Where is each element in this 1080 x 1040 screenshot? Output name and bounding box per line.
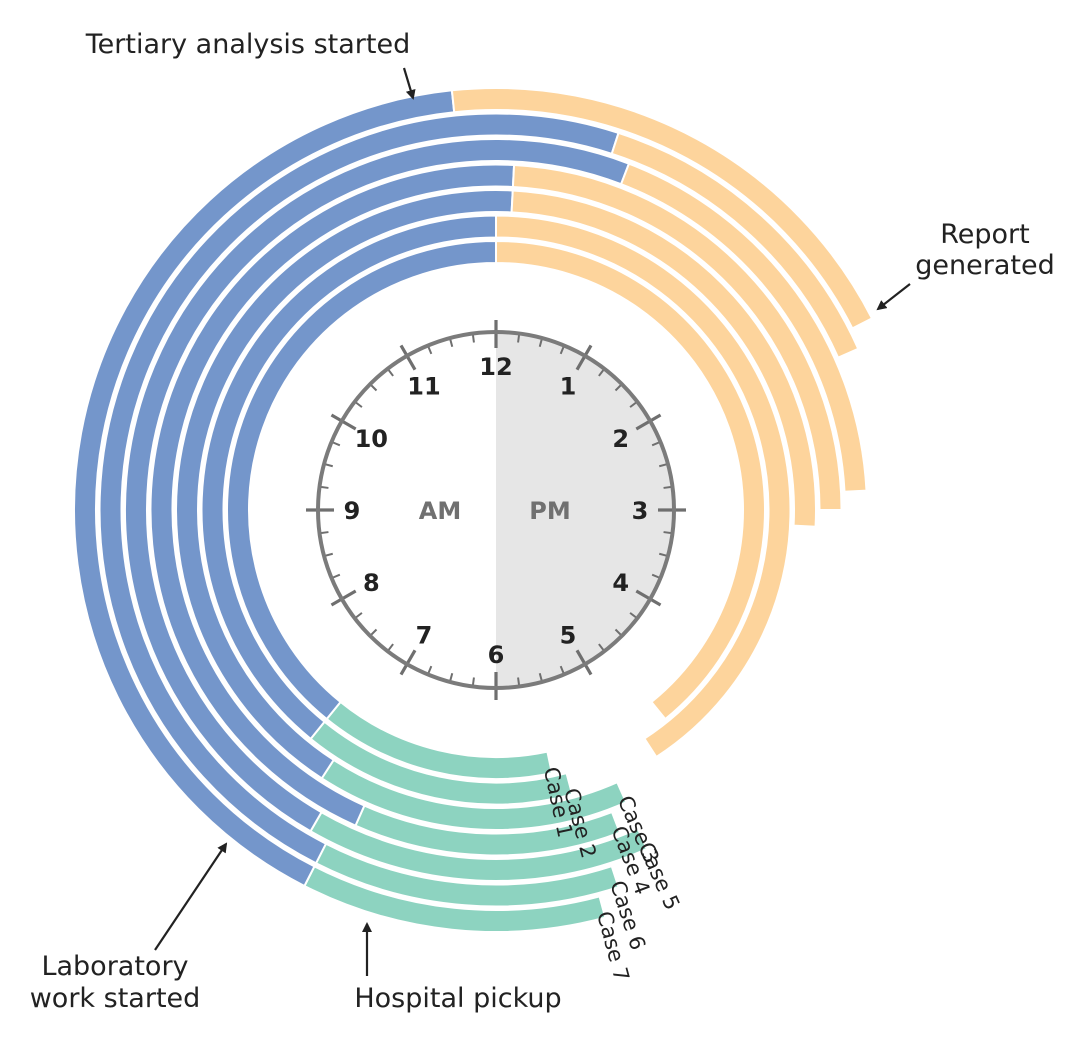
case-7-tertiary-segment xyxy=(450,87,874,330)
hour-tick xyxy=(399,344,417,371)
hour-number: 4 xyxy=(612,569,629,597)
hour-tick xyxy=(575,649,593,676)
lab-arrow xyxy=(154,842,228,951)
pm-label: PM xyxy=(529,497,570,525)
case-1-tertiary-segment xyxy=(495,239,766,721)
hour-tick xyxy=(399,649,417,676)
lab-annotation-line2: work started xyxy=(30,983,201,1014)
report-annotation-line1: Report xyxy=(940,219,1030,250)
callouts: Tertiary analysis started Report generat… xyxy=(30,29,1055,1014)
report-annotation-line2: generated xyxy=(915,250,1054,281)
hour-tick xyxy=(635,413,662,431)
case-5-tertiary-segment xyxy=(619,162,868,493)
hour-number: 2 xyxy=(612,425,629,453)
case-5-ring xyxy=(123,138,868,882)
hour-tick xyxy=(575,344,593,371)
clock-pm-half xyxy=(496,332,674,688)
case-3-ring xyxy=(175,189,817,831)
hour-number: 5 xyxy=(560,622,577,650)
hour-number: 8 xyxy=(363,569,380,597)
hour-number: 6 xyxy=(488,641,505,669)
hour-number: 7 xyxy=(416,622,433,650)
case-4-ring xyxy=(149,163,843,857)
case-6-ring xyxy=(98,112,860,908)
hour-number: 9 xyxy=(344,497,361,525)
hour-number: 12 xyxy=(479,353,512,381)
case-rings xyxy=(73,87,874,933)
am-label: AM xyxy=(419,497,461,525)
tertiary-arrow xyxy=(402,67,416,100)
report-arrow xyxy=(876,283,911,311)
case-2-ring xyxy=(200,214,792,806)
hour-number: 1 xyxy=(560,372,577,400)
tertiary-annotation: Tertiary analysis started xyxy=(85,29,410,60)
hour-number: 3 xyxy=(632,497,649,525)
hour-tick xyxy=(330,413,357,431)
case-6-tertiary-segment xyxy=(610,131,860,360)
clock-am-half xyxy=(318,332,496,688)
pickup-annotation: Hospital pickup xyxy=(354,983,561,1014)
clock-rim xyxy=(316,330,676,690)
lab-annotation-line1: Laboratory xyxy=(41,951,188,982)
case-3-tertiary-segment xyxy=(510,189,817,528)
case-7-ring xyxy=(73,87,874,933)
hour-number: 10 xyxy=(355,425,388,453)
case-1-ring xyxy=(226,239,766,780)
case-4-tertiary-segment xyxy=(511,163,843,511)
hour-tick xyxy=(635,589,662,607)
case-2-tertiary-segment xyxy=(495,214,792,759)
hour-tick xyxy=(330,589,357,607)
hour-number: 11 xyxy=(407,372,440,400)
